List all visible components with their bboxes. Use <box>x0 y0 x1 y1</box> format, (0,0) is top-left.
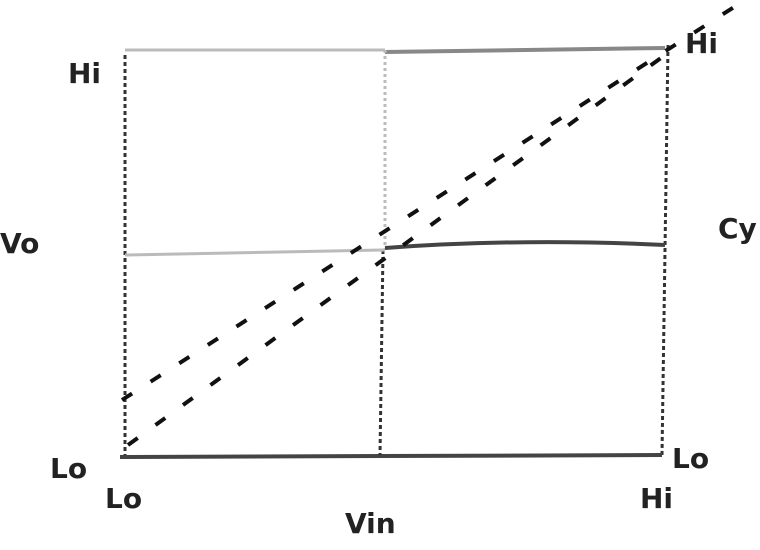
y-axis-label: Vo <box>0 227 39 260</box>
y-low-label: Lo <box>50 452 87 485</box>
x-axis-label: Vin <box>345 507 396 540</box>
diagonal-lower <box>126 53 667 447</box>
right-edge <box>660 44 670 456</box>
diagonal-upper <box>120 0 747 402</box>
x-high-label: Hi <box>640 482 673 515</box>
bottom-edge <box>119 453 663 459</box>
right-mid-label: Cy <box>718 212 757 245</box>
right-high-label: Hi <box>685 27 718 60</box>
mid-vertical-lower <box>378 249 385 456</box>
right-low-label: Lo <box>672 442 709 475</box>
top-edge-right <box>384 46 666 54</box>
mid-horizontal-left <box>124 248 386 257</box>
mid-horizontal-right <box>384 240 666 250</box>
y-high-label: Hi <box>68 57 101 90</box>
x-low-label: Lo <box>105 482 142 515</box>
